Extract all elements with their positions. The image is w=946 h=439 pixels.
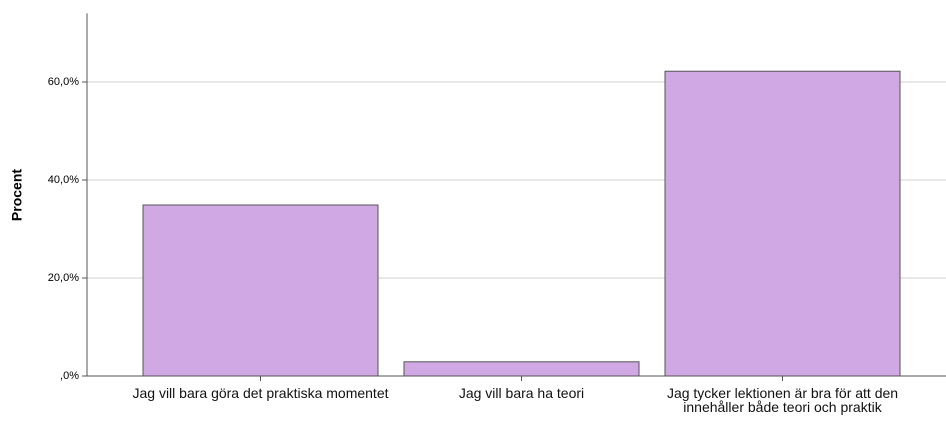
x-tick-label: Jag tycker lektionen är bra för att den … — [666, 385, 899, 415]
bar — [142, 204, 379, 377]
y-tick-label: 20,0% — [48, 272, 79, 284]
bar — [664, 70, 901, 377]
x-tick-label: Jag vill bara göra det praktiska momente… — [132, 385, 389, 401]
y-tick-label: 60,0% — [48, 76, 79, 88]
y-tick-label: 40,0% — [48, 174, 79, 186]
y-axis-label: Procent — [9, 169, 25, 221]
x-tick-label: Jag vill bara ha teori — [458, 385, 585, 401]
y-tick-label: ,0% — [60, 370, 79, 382]
bar — [403, 361, 640, 377]
